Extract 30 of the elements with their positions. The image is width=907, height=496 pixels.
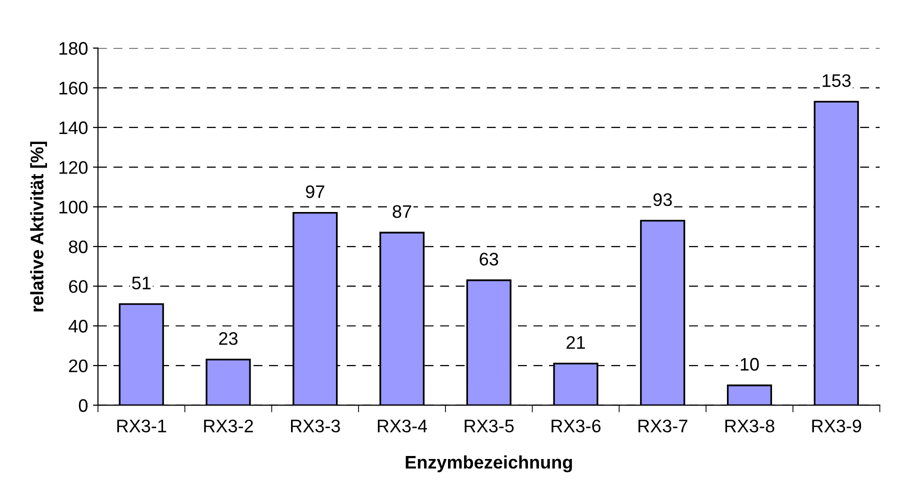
x-tick-label: RX3-5 [464,420,514,432]
y-tick-label: 120 [59,161,88,174]
y-tick-label: 180 [59,42,88,55]
x-tick-label: RX3-9 [812,420,862,432]
data-label: 63 [480,252,498,266]
x-tick-label: RX3-3 [291,420,340,432]
y-tick-label: 100 [59,200,88,214]
data-label: 21 [566,336,585,349]
y-tick-label: 0 [78,399,88,412]
data-label: 23 [219,332,238,345]
y-tick-label: 40 [68,320,88,333]
y-tick-label: 60 [69,280,88,293]
x-tick-label: RX3-6 [552,420,601,432]
data-label: 93 [653,193,672,206]
y-tick-label: 140 [59,121,88,134]
x-tick-label: RX3-2 [204,420,253,432]
x-tick-label: RX3-8 [725,420,774,432]
data-label: 10 [740,358,759,371]
x-tick-label: RX3-7 [638,420,688,432]
x-axis-title: Enzymbezeichnung [406,455,572,472]
data-label: 51 [132,276,151,290]
x-tick-label: RX3-1 [117,420,166,432]
y-tick-label: 20 [69,359,88,372]
data-label: 153 [822,74,851,87]
y-tick-label: 80 [68,240,88,254]
x-tick-label: RX3-4 [378,420,428,432]
y-axis-title: relative Aktivität [%] [30,142,47,312]
data-label: 97 [306,185,324,198]
y-tick-label: 160 [59,82,88,95]
data-label: 87 [392,205,412,218]
